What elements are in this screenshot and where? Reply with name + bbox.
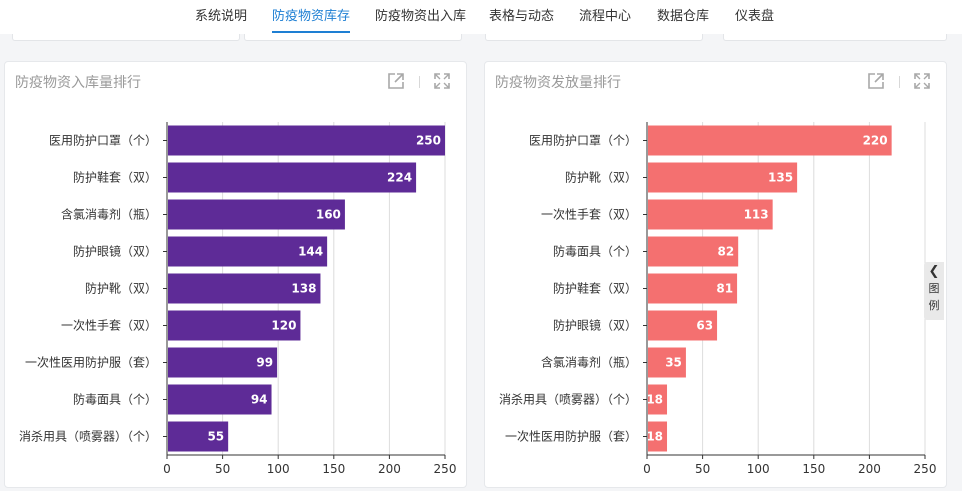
toolbar-divider [899,76,900,88]
open-external-icon[interactable] [866,71,886,91]
bar-value-label: 18 [646,430,663,444]
category-label: 防护靴（双） [565,170,637,185]
tab-supplies-in-out[interactable]: 防疫物资出入库 [375,9,467,24]
x-tick-label: 50 [695,462,710,476]
bar [648,236,739,267]
category-label: 防护鞋套（双） [73,170,157,185]
category-label: 防毒面具（个） [73,392,157,407]
bar-value-label: 120 [271,319,296,333]
category-label: 一次性手套（双） [61,319,157,333]
category-label: 医用防护口罩（个） [529,133,637,148]
tab-dashboard[interactable]: 仪表盘 [735,9,775,24]
bar-value-label: 55 [207,430,224,444]
category-label: 含氯消毒剂（瓶） [541,355,637,370]
bar-value-label: 144 [298,245,323,259]
outbound-ranking-panel: 防疫物资发放量排行 0 50 100 150 200 250 220 医用防护口罩（个） 135… [484,61,947,488]
card-edge [244,34,462,41]
chevron-left-icon: ❮ [928,264,940,279]
bar [168,162,417,193]
category-label: 防护鞋套（双） [553,281,637,296]
bar [168,199,345,230]
bar [168,125,445,156]
category-label: 含氯消毒剂（瓶） [61,207,157,222]
bar-value-label: 63 [696,319,713,333]
bar-value-label: 135 [768,171,793,185]
bar-value-label: 250 [416,134,441,148]
bar-value-label: 160 [316,208,341,222]
category-label: 消杀用具（喷雾器）（个） [19,429,157,444]
bar-value-label: 138 [291,282,316,296]
category-label: 一次性手套（双） [541,208,637,222]
x-tick-label: 200 [378,462,401,476]
bar [648,384,668,415]
bar [648,199,773,230]
panel-title: 防疫物资入库量排行 [15,75,141,91]
inbound-ranking-panel: 防疫物资入库量排行 0 50 100 150 200 250 250 医用防护口罩（个） 224… [4,61,467,488]
outbound-ranking-chart: 0 50 100 150 200 250 220 医用防护口罩（个） 135 防护靴（双） 113 一… [499,122,937,476]
legend-toggle-button[interactable]: ❮ 图 例 [924,262,944,320]
tab-tables-dynamics[interactable]: 表格与动态 [489,9,555,24]
x-tick-label: 100 [267,462,290,476]
bar [648,310,718,341]
bar [648,421,668,452]
x-tick-label: 150 [322,462,345,476]
category-label: 一次性医用防护服（套） [25,355,157,370]
category-label: 医用防护口罩（个） [49,133,157,148]
bar-value-label: 99 [256,356,273,370]
category-label: 消杀用具（喷雾器）（个） [499,392,637,407]
inbound-ranking-chart: 0 50 100 150 200 250 250 医用防护口罩（个） 224 防护鞋套（双） 160… [19,122,457,476]
x-tick-label: 0 [163,462,171,476]
category-label: 防护眼镜（双） [553,318,637,333]
tab-system-description[interactable]: 系统说明 [195,9,248,24]
category-label: 防护靴（双） [85,281,157,296]
bar-value-label: 224 [387,171,412,185]
category-label: 防护眼镜（双） [73,244,157,259]
panel-title: 防疫物资发放量排行 [495,75,621,91]
x-tick-label: 200 [858,462,881,476]
bar [168,421,229,452]
bar-value-label: 82 [717,245,734,259]
bar-value-label: 35 [665,356,682,370]
card-edge [12,34,240,41]
x-tick-label: 100 [747,462,770,476]
open-external-icon[interactable] [386,71,406,91]
bar [168,310,301,341]
category-label: 防毒面具（个） [553,244,637,259]
legend-label-char: 例 [928,299,940,312]
toolbar-divider [419,76,420,88]
bar-value-label: 18 [646,393,663,407]
bar [648,162,798,193]
bar-value-label: 94 [251,393,268,407]
x-tick-label: 250 [914,462,937,476]
x-tick-label: 50 [215,462,230,476]
bar [648,273,738,304]
tab-label: 防疫物资库存 [272,9,351,24]
card-edge [485,34,703,41]
bar-value-label: 220 [863,134,888,148]
active-tab-indicator [272,31,351,33]
bar [648,125,892,156]
bar [168,273,321,304]
tab-epidemic-supplies-inventory[interactable]: 防疫物资库存 [272,0,351,34]
bar [168,384,272,415]
top-navigation: 系统说明 防疫物资库存 防疫物资出入库 表格与动态 流程中心 数据仓库 仪表盘 [0,0,962,34]
x-tick-label: 250 [434,462,457,476]
category-label: 一次性医用防护服（套） [505,429,637,444]
tab-process-center[interactable]: 流程中心 [579,9,632,24]
tab-data-warehouse[interactable]: 数据仓库 [657,9,710,24]
bar-value-label: 81 [716,282,733,296]
bar [168,347,278,378]
card-edge [723,34,947,41]
legend-label-char: 图 [928,282,940,295]
x-tick-label: 150 [802,462,825,476]
bar [168,236,328,267]
x-tick-label: 0 [643,462,651,476]
fullscreen-icon[interactable] [912,71,932,91]
bar [648,347,686,378]
fullscreen-icon[interactable] [432,71,452,91]
bar-value-label: 113 [744,208,769,222]
